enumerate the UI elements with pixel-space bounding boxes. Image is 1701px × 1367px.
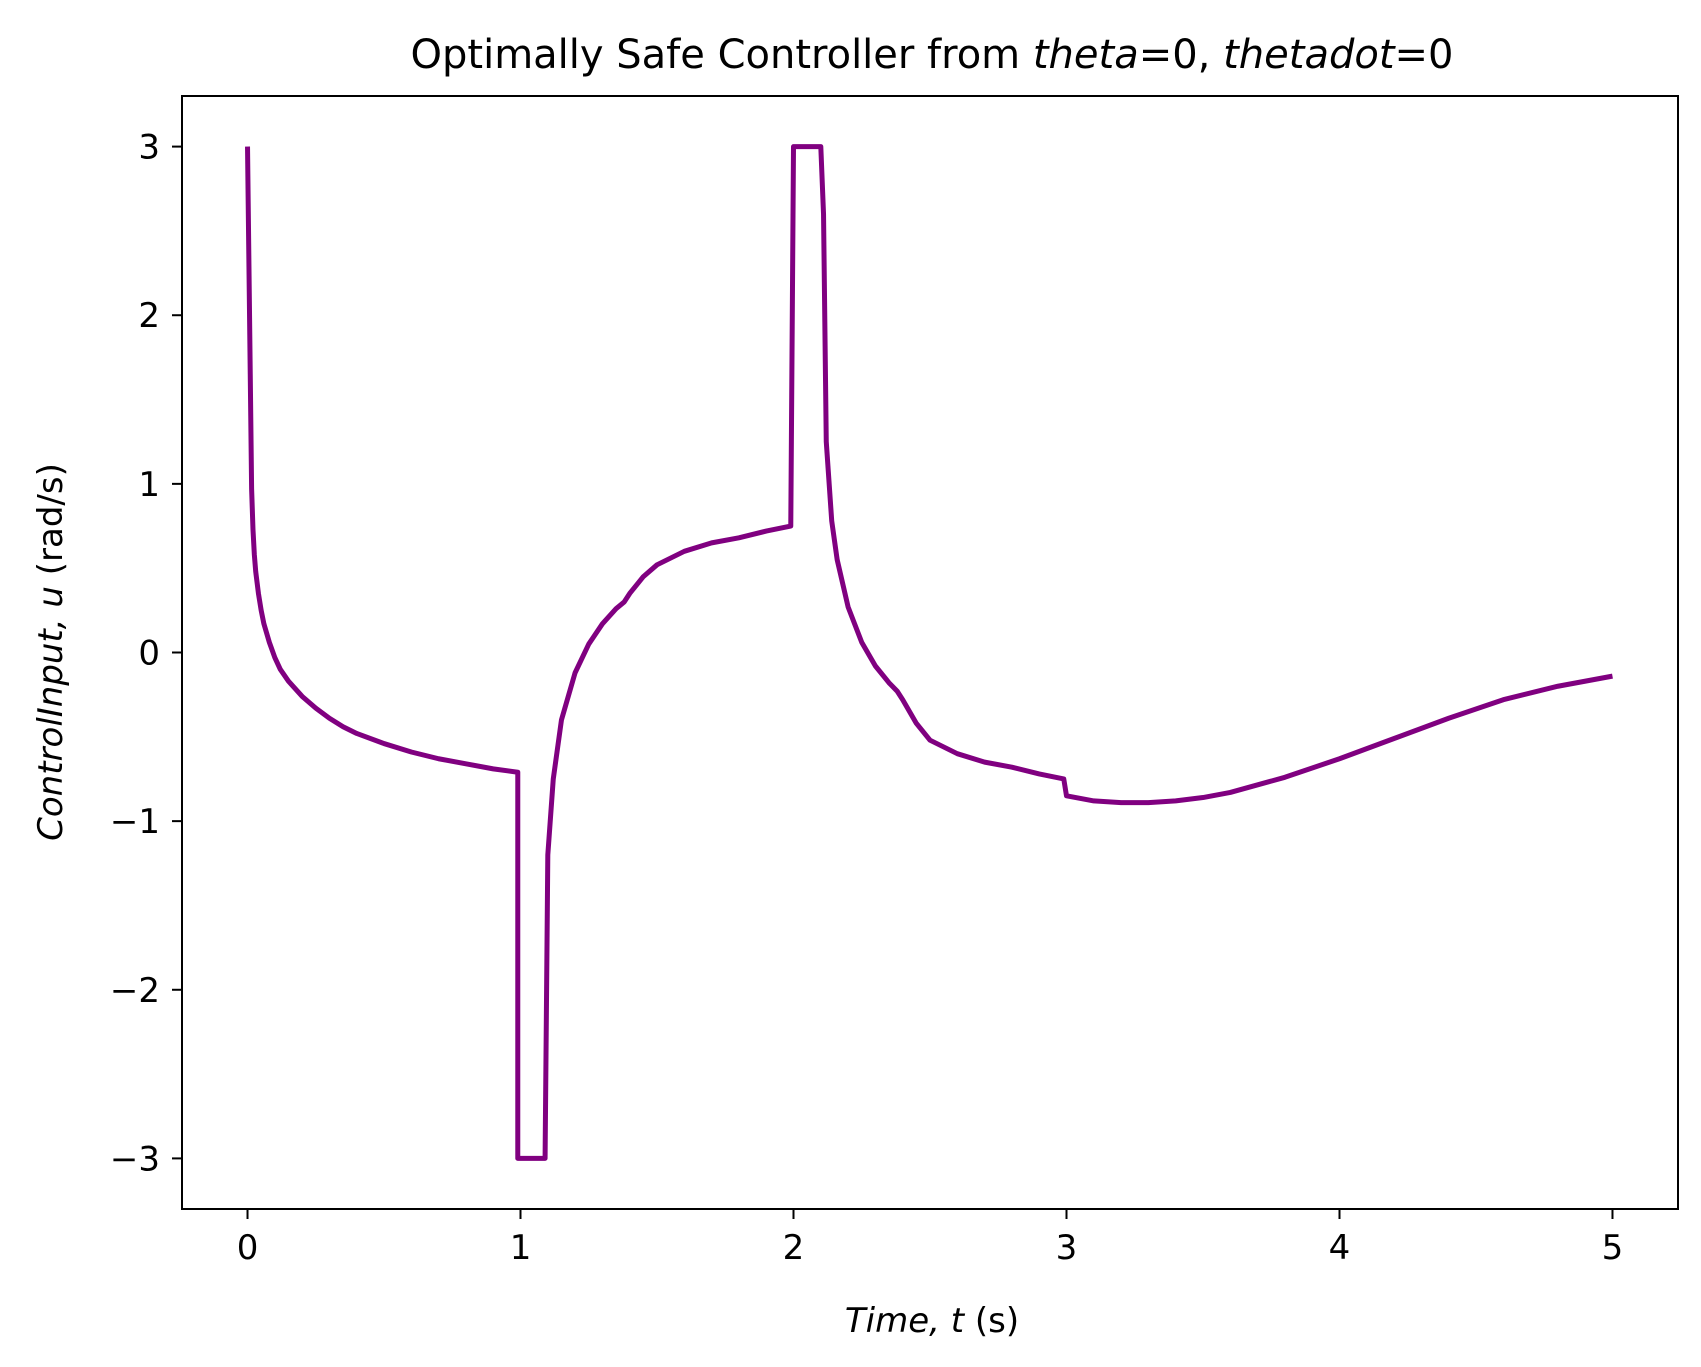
y-tick-label: 3 xyxy=(138,128,160,168)
y-axis-label-var: ControlInput, u xyxy=(31,586,71,841)
chart-title-prefix: Optimally Safe Controller from xyxy=(411,32,1033,78)
x-axis-label-unit: (s) xyxy=(964,1301,1019,1341)
y-tick-label: 2 xyxy=(138,296,160,336)
x-tick-label: 0 xyxy=(237,1228,259,1268)
y-tick-label: 0 xyxy=(138,634,160,674)
y-axis-label-unit: (rad/s) xyxy=(31,463,71,586)
x-axis-label: Time, t (s) xyxy=(845,1301,1019,1341)
y-tick-label: 1 xyxy=(138,465,160,505)
y-tick-label: −1 xyxy=(110,802,160,842)
x-axis-ticks: 0 1 2 3 4 5 xyxy=(237,1209,1624,1268)
chart-title-eq1: =0, xyxy=(1139,32,1223,78)
y-axis-label: ControlInput, u (rad/s) xyxy=(31,463,71,841)
chart-title-var1: theta xyxy=(1033,32,1139,78)
y-axis-ticks: 3 2 1 0 −1 −2 −3 xyxy=(110,128,182,1179)
series-line-control-input xyxy=(245,144,1613,1161)
y-tick-label: −3 xyxy=(110,1139,160,1179)
chart-title: Optimally Safe Controller from theta=0, … xyxy=(411,32,1454,78)
y-tick-label: −2 xyxy=(110,971,160,1011)
x-axis-label-var: Time, t xyxy=(845,1301,966,1341)
x-tick-label: 2 xyxy=(783,1228,805,1268)
x-tick-label: 3 xyxy=(1056,1228,1078,1268)
x-tick-label: 1 xyxy=(510,1228,532,1268)
chart-title-eq2: =0 xyxy=(1395,32,1454,78)
x-tick-label: 4 xyxy=(1329,1228,1351,1268)
chart-title-var2: thetadot xyxy=(1223,32,1396,78)
x-tick-label: 5 xyxy=(1602,1228,1624,1268)
